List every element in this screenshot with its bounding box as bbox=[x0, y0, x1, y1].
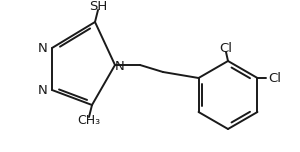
Text: N: N bbox=[115, 59, 125, 73]
Text: CH₃: CH₃ bbox=[77, 114, 101, 128]
Text: SH: SH bbox=[89, 0, 107, 12]
Text: N: N bbox=[38, 83, 48, 97]
Text: N: N bbox=[38, 41, 48, 55]
Text: Cl: Cl bbox=[268, 71, 281, 85]
Text: Cl: Cl bbox=[220, 41, 232, 55]
